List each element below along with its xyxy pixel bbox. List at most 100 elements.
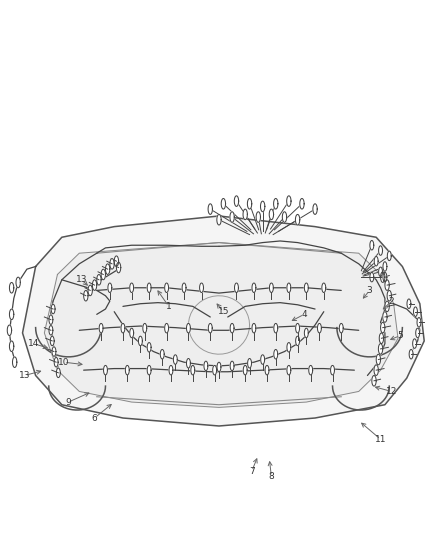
Polygon shape: [10, 341, 14, 352]
Polygon shape: [381, 272, 385, 282]
Text: 12: 12: [386, 387, 397, 396]
Polygon shape: [409, 350, 413, 359]
Text: 13: 13: [19, 371, 31, 380]
Polygon shape: [383, 312, 387, 322]
Polygon shape: [200, 283, 204, 293]
Polygon shape: [376, 354, 381, 365]
Polygon shape: [247, 359, 251, 368]
Polygon shape: [252, 324, 256, 333]
Polygon shape: [147, 366, 151, 375]
Polygon shape: [130, 328, 134, 338]
Polygon shape: [234, 196, 239, 206]
Polygon shape: [313, 204, 317, 214]
Polygon shape: [413, 339, 417, 349]
Polygon shape: [379, 333, 384, 344]
Polygon shape: [217, 362, 221, 372]
Polygon shape: [84, 290, 88, 301]
Polygon shape: [182, 283, 186, 293]
Polygon shape: [274, 198, 278, 209]
Polygon shape: [99, 324, 103, 333]
Polygon shape: [252, 283, 256, 293]
Polygon shape: [22, 216, 424, 426]
Polygon shape: [378, 344, 383, 354]
Polygon shape: [296, 324, 300, 333]
Text: 6: 6: [92, 414, 97, 423]
Polygon shape: [230, 324, 234, 333]
Polygon shape: [247, 198, 252, 209]
Text: 11: 11: [375, 435, 386, 444]
Polygon shape: [110, 259, 114, 269]
Polygon shape: [147, 343, 151, 352]
Polygon shape: [49, 326, 53, 335]
Polygon shape: [10, 309, 14, 320]
Polygon shape: [283, 212, 287, 222]
Polygon shape: [101, 269, 106, 280]
Polygon shape: [417, 318, 421, 327]
Polygon shape: [331, 366, 335, 375]
Polygon shape: [300, 198, 304, 209]
Polygon shape: [309, 366, 313, 375]
Polygon shape: [261, 355, 265, 364]
Polygon shape: [217, 214, 221, 225]
Polygon shape: [370, 240, 374, 250]
Polygon shape: [378, 267, 382, 277]
Polygon shape: [383, 272, 387, 282]
Polygon shape: [296, 336, 300, 346]
Polygon shape: [108, 283, 112, 293]
Polygon shape: [416, 328, 420, 338]
Polygon shape: [385, 280, 389, 290]
Polygon shape: [274, 324, 278, 333]
Polygon shape: [221, 198, 226, 209]
Polygon shape: [413, 307, 417, 317]
Polygon shape: [287, 343, 291, 352]
Polygon shape: [387, 290, 392, 301]
Text: 15: 15: [218, 307, 229, 316]
Polygon shape: [381, 322, 385, 333]
Polygon shape: [372, 375, 376, 386]
Polygon shape: [213, 366, 217, 375]
Polygon shape: [44, 243, 398, 407]
Polygon shape: [383, 262, 387, 271]
Polygon shape: [287, 283, 291, 293]
Polygon shape: [130, 283, 134, 293]
Polygon shape: [234, 283, 238, 293]
Text: 4: 4: [301, 310, 307, 319]
Polygon shape: [265, 366, 269, 375]
Polygon shape: [339, 324, 343, 333]
Polygon shape: [374, 365, 378, 375]
Polygon shape: [50, 336, 54, 346]
Text: 13: 13: [76, 275, 87, 284]
Polygon shape: [92, 280, 97, 290]
Polygon shape: [54, 358, 58, 367]
Text: 9: 9: [66, 398, 71, 407]
Polygon shape: [385, 301, 389, 312]
Polygon shape: [274, 350, 278, 359]
Polygon shape: [374, 256, 378, 266]
Text: 8: 8: [268, 472, 274, 481]
Polygon shape: [173, 355, 177, 364]
Polygon shape: [187, 359, 191, 368]
Polygon shape: [230, 361, 234, 370]
Polygon shape: [243, 209, 247, 220]
Polygon shape: [304, 283, 308, 293]
Polygon shape: [261, 201, 265, 212]
Polygon shape: [187, 324, 191, 333]
Polygon shape: [169, 366, 173, 375]
Text: 1: 1: [166, 302, 172, 311]
Polygon shape: [407, 299, 411, 309]
Polygon shape: [143, 324, 147, 333]
Polygon shape: [10, 282, 14, 293]
Polygon shape: [121, 324, 125, 333]
Polygon shape: [191, 366, 195, 375]
Text: 2: 2: [389, 296, 394, 305]
Polygon shape: [103, 366, 107, 375]
Polygon shape: [16, 277, 20, 288]
Polygon shape: [204, 361, 208, 370]
Polygon shape: [296, 214, 300, 225]
Polygon shape: [243, 366, 247, 375]
Polygon shape: [208, 324, 212, 333]
Polygon shape: [304, 328, 308, 338]
Polygon shape: [88, 285, 92, 296]
Polygon shape: [287, 196, 291, 206]
Polygon shape: [138, 336, 142, 346]
